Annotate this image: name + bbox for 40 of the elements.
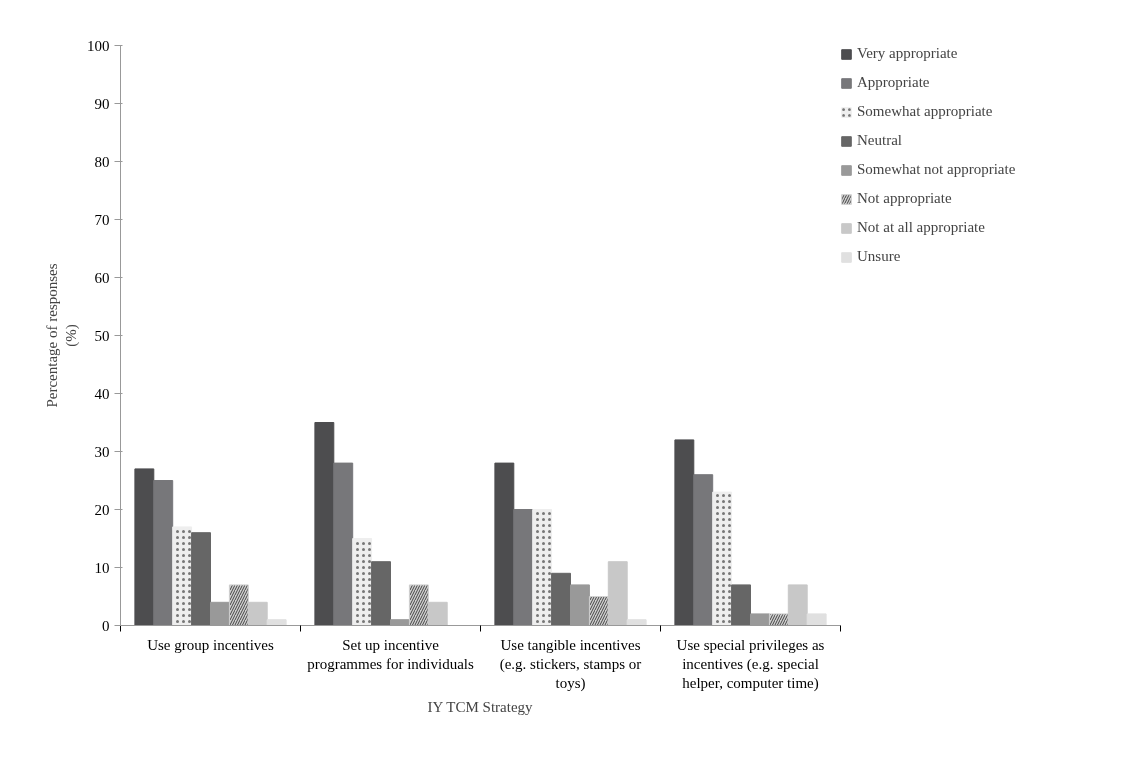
bar: [314, 422, 335, 626]
x-tick-label: Use special privileges as incentives (e.g. special helper, computer time): [676, 636, 825, 692]
bar: [333, 462, 354, 626]
bar: [674, 439, 695, 626]
bar: [494, 462, 515, 626]
legend-label: Somewhat appropriate: [857, 103, 993, 120]
bar: [551, 572, 571, 626]
x-axis-title: IY TCM Strategy: [427, 698, 534, 715]
y-tick-label: 30: [94, 443, 110, 460]
bar: [153, 480, 174, 626]
x-tick-label: Use tangible incentives (e.g. stickers, stamps or toys): [499, 636, 642, 692]
bar: [266, 619, 287, 626]
bar: [513, 509, 534, 626]
y-tick-label: 60: [94, 269, 110, 286]
bar: [134, 468, 155, 626]
legend-label: Unsure: [857, 248, 901, 265]
y-axis-title: Percentage of responses (%): [43, 263, 80, 408]
y-tick-label: 70: [94, 211, 110, 228]
bar: [626, 619, 647, 626]
bar: [693, 474, 714, 626]
x-tick-label: Set up incentive programmes for individuals: [307, 636, 474, 672]
bar: [806, 613, 827, 626]
y-tick-label: 40: [94, 385, 110, 402]
y-tick-label: 0: [102, 617, 110, 634]
bar: [191, 532, 211, 626]
y-tick-label: 10: [94, 559, 110, 576]
y-tick-label: 20: [94, 501, 110, 518]
y-tick-label: 100: [87, 37, 110, 54]
legend-label: Very appropriate: [857, 45, 958, 62]
y-tick-label: 90: [94, 95, 110, 112]
legend-label: Not at all appropriate: [857, 219, 985, 236]
legend-label: Somewhat not appropriate: [857, 161, 1016, 178]
y-tick-label: 80: [94, 153, 110, 170]
legend-label: Neutral: [857, 132, 902, 149]
x-tick-label: Use group incentives: [147, 636, 274, 653]
bar: [731, 584, 751, 626]
legend-label: Appropriate: [857, 74, 930, 91]
bar: [371, 561, 391, 626]
legend-label: Not appropriate: [857, 190, 952, 207]
y-tick-label: 50: [94, 327, 110, 344]
